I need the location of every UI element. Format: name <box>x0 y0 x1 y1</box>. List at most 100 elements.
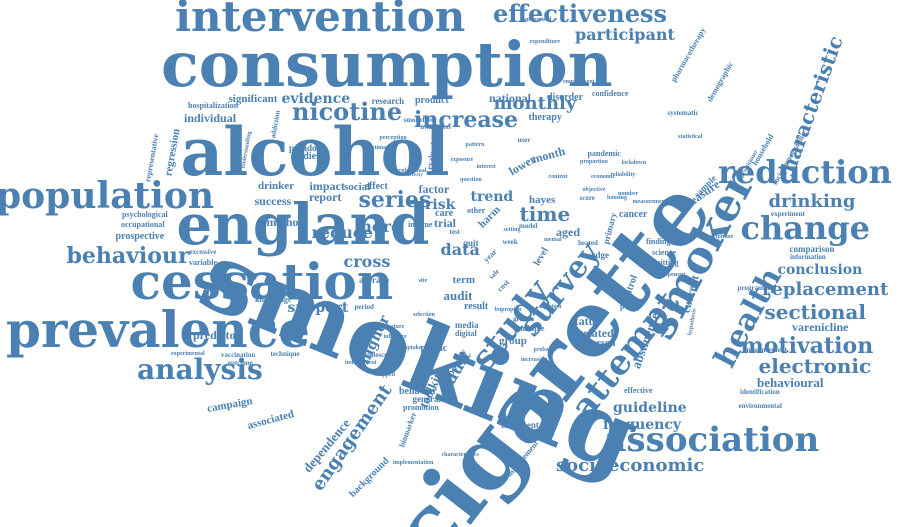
cloud-word-model: model <box>519 221 538 230</box>
cloud-word-therapy: therapy <box>528 112 562 123</box>
cloud-word-proportion: proportion <box>580 159 608 165</box>
cloud-word-activity: activity <box>407 172 423 178</box>
cloud-word-motivation: motivation <box>740 333 874 359</box>
cloud-word-knowledge: knowledge <box>255 295 292 304</box>
cloud-word-economic: economic <box>591 174 615 180</box>
cloud-word-person: person <box>586 338 616 349</box>
cloud-word-effective: effective <box>624 386 653 395</box>
cloud-word-population: population <box>0 175 215 217</box>
cloud-word-user: user <box>517 135 531 144</box>
cloud-word-analysis: analysis <box>137 353 263 386</box>
cloud-word-statistical: statistical <box>678 134 703 140</box>
cloud-word-systematic: systematic <box>667 108 699 117</box>
cloud-word-cost: cost <box>494 277 511 294</box>
cloud-word-test: test <box>449 227 461 236</box>
cloud-word-time: time <box>519 202 571 226</box>
cloud-word-site: site <box>418 278 428 284</box>
cloud-word-objective: objective <box>582 187 606 193</box>
cloud-word-media: media <box>455 319 479 330</box>
cloud-word-paradox: paradox <box>289 142 322 153</box>
cloud-word-significant: significant <box>228 92 278 105</box>
cloud-word-sale: sale <box>486 266 501 281</box>
cloud-word-status: status <box>570 314 601 328</box>
cloud-word-factor: factor <box>418 182 450 196</box>
cloud-word-implementation: implementation <box>393 460 434 466</box>
cloud-word-content: content <box>548 174 568 180</box>
cloud-word-series: series <box>358 187 432 213</box>
cloud-word-probable: probable <box>533 347 557 353</box>
cloud-word-digital: digital <box>455 329 477 338</box>
cloud-word-bupropion: bupropion <box>494 307 522 313</box>
cloud-word-care: care <box>435 208 454 219</box>
cloud-word-sectional: sectional <box>764 300 866 324</box>
cloud-word-consumption: consumption <box>161 28 613 101</box>
cloud-word-environmental: environmental <box>738 401 782 410</box>
cloud-word-awareness: awareness <box>420 122 452 131</box>
cloud-word-setting: setting <box>503 227 521 233</box>
cloud-word-studies: studies <box>290 151 320 162</box>
cloud-word-treatment: treatment <box>501 419 539 430</box>
cloud-word-effect: effect <box>364 181 388 192</box>
cloud-word-risk: risk <box>425 197 456 213</box>
cloud-word-level: level <box>531 245 551 268</box>
cloud-word-stopped: stopped <box>375 372 396 378</box>
cloud-word-change: change <box>740 209 870 247</box>
cloud-word-lower: lower <box>505 151 538 179</box>
cloud-word-vaccination: vaccination <box>221 350 256 359</box>
cloud-word-housing: housing <box>607 195 628 201</box>
cloud-word-quitting: quitting <box>651 258 679 267</box>
cloud-word-guideline: guideline <box>613 400 687 416</box>
cloud-word-selection: selection <box>413 312 435 318</box>
cloud-word-average: average <box>359 274 389 285</box>
cloud-word-income: income <box>408 220 433 229</box>
cloud-word-monthly: monthly <box>493 93 577 114</box>
cloud-word-wedge: wedge <box>585 249 609 260</box>
cloud-word-smartphone: smartphone <box>702 234 734 240</box>
cloud-word-heated: heated <box>578 238 598 247</box>
cloud-word-individual: individual <box>184 111 237 125</box>
cloud-word-increasing: increasing <box>521 357 548 363</box>
cloud-word-demographic: demographic <box>704 60 735 104</box>
cloud-word-term: term <box>452 273 476 286</box>
cloud-word-public: public <box>420 343 448 354</box>
cloud-word-hospitalization: hospitalization <box>188 101 239 110</box>
cloud-word-association: association <box>604 420 820 460</box>
cloud-word-influence: influence <box>383 334 407 340</box>
cloud-word-effectiveness: effectiveness <box>493 0 668 28</box>
cloud-word-electronic: electronic <box>758 354 872 378</box>
cloud-word-related: related <box>578 326 614 340</box>
cloud-word-independent: independent <box>345 360 377 366</box>
cloud-word-reduce: reduce <box>311 223 373 242</box>
cloud-word-product: product <box>415 95 449 106</box>
cloud-word-component: component <box>657 272 686 278</box>
cloud-word-estimate: estimate <box>369 145 391 151</box>
cloud-word-adolescent: adolescent <box>362 350 394 359</box>
cloud-word-behavioural: behavioural <box>757 374 824 390</box>
cloud-word-predictor: predictor <box>193 328 241 342</box>
cloud-word-impact: impact <box>309 179 345 193</box>
cloud-word-characteristics: characteristics <box>441 452 479 458</box>
cloud-word-experiment: experiment <box>771 209 805 218</box>
cloud-word-promotion: promotion <box>403 403 439 412</box>
cloud-word-trial: trial <box>434 216 456 230</box>
cloud-word-science: science <box>652 248 676 257</box>
cloud-word-cessation: cessation <box>130 252 394 311</box>
cloud-word-policy: policy <box>620 302 641 311</box>
cloud-word-randomised: randomised <box>521 17 552 23</box>
cloud-word-employment: employment <box>563 79 595 85</box>
cloud-word-group: group <box>499 334 527 347</box>
cloud-word-cross: cross <box>343 252 391 271</box>
cloud-word-associated: associated <box>246 407 296 432</box>
cloud-word-other: other <box>467 206 486 215</box>
cloud-word-greater: greater <box>513 314 535 323</box>
cloud-word-background: background <box>347 455 392 500</box>
cloud-word-social: social <box>344 180 371 193</box>
cloud-word-duration: duration <box>539 304 562 310</box>
cloud-word-interest: interest <box>476 164 496 170</box>
cloud-word-more: more <box>355 217 402 236</box>
cloud-word-perception: perception <box>379 135 407 141</box>
cloud-word-socioeconomic: socioeconomic <box>556 455 705 476</box>
cloud-word-behavior: behavior <box>399 386 437 397</box>
cloud-word-drinking: drinking <box>768 191 856 212</box>
